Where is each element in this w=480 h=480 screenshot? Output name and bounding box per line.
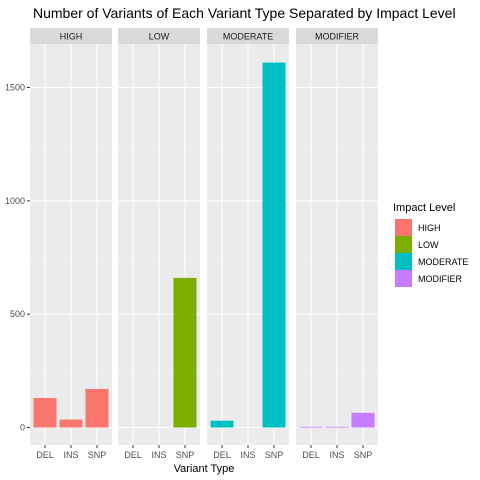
facet-panel-high: HIGH DEL INS SNP bbox=[30, 28, 112, 460]
facet-strip bbox=[118, 28, 200, 44]
legend-swatch bbox=[395, 236, 412, 253]
legend-swatch bbox=[395, 219, 412, 236]
legend-item-high: HIGH bbox=[395, 219, 441, 236]
y-tick-label: 1500 bbox=[5, 83, 25, 93]
chart-title: Number of Variants of Each Variant Type … bbox=[33, 5, 456, 21]
legend-item-low: LOW bbox=[395, 236, 439, 253]
facet-panel-low: LOW DEL INS SNP bbox=[118, 28, 200, 460]
facet-panels: HIGH DEL INS SNP LOW DEL INS SNP MODERATE DEL INS S… bbox=[30, 28, 378, 460]
bar-low-snp bbox=[173, 277, 197, 428]
bar-moderate-del bbox=[210, 420, 234, 428]
x-tick-label: DEL bbox=[302, 450, 320, 460]
bar-moderate-snp bbox=[262, 62, 286, 428]
legend-label: MODIFIER bbox=[418, 274, 462, 284]
facet-strip bbox=[296, 28, 378, 44]
x-tick-label: SNP bbox=[176, 450, 195, 460]
bar-modifier-ins bbox=[325, 426, 349, 428]
facet-panel-modifier: MODIFIER DEL INS SNP bbox=[296, 28, 378, 460]
x-tick-label: INS bbox=[63, 450, 78, 460]
legend-swatch bbox=[395, 253, 412, 270]
y-axis: 0 500 1000 1500 bbox=[5, 83, 30, 433]
x-tick-label: INS bbox=[329, 450, 344, 460]
y-tick-label: 0 bbox=[20, 423, 25, 433]
legend-label: HIGH bbox=[418, 223, 441, 233]
facet-panel-moderate: MODERATE DEL INS SNP bbox=[207, 28, 289, 460]
bar-high-ins bbox=[59, 419, 83, 428]
y-tick-label: 1000 bbox=[5, 196, 25, 206]
facet-strip bbox=[207, 28, 289, 44]
facet-strip-label: LOW bbox=[149, 32, 170, 42]
x-tick-label: DEL bbox=[124, 450, 142, 460]
y-tick-label: 500 bbox=[10, 309, 25, 319]
legend-items: HIGH LOW MODERATE MODIFIER bbox=[395, 219, 468, 287]
legend-label: LOW bbox=[418, 240, 439, 250]
legend-title: Impact Level bbox=[393, 202, 455, 214]
legend-swatch bbox=[395, 270, 412, 287]
facet-strip-label: MODERATE bbox=[223, 32, 273, 42]
legend-item-modifier: MODIFIER bbox=[395, 270, 462, 287]
bar-modifier-del bbox=[299, 426, 323, 428]
x-tick-label: INS bbox=[240, 450, 255, 460]
x-tick-label: SNP bbox=[88, 450, 107, 460]
x-tick-label: SNP bbox=[354, 450, 373, 460]
bar-high-del bbox=[33, 398, 57, 428]
bar-modifier-snp bbox=[351, 412, 375, 428]
legend: Impact Level HIGH LOW MODERATE MODIFIER bbox=[393, 202, 468, 287]
x-tick-label: DEL bbox=[213, 450, 231, 460]
facet-strip bbox=[30, 28, 112, 44]
x-axis-title: Variant Type bbox=[174, 463, 235, 475]
x-tick-label: SNP bbox=[265, 450, 284, 460]
facet-strip-label: MODIFIER bbox=[315, 32, 359, 42]
x-tick-label: INS bbox=[151, 450, 166, 460]
facet-strip-label: HIGH bbox=[60, 32, 83, 42]
x-tick-label: DEL bbox=[36, 450, 54, 460]
legend-item-moderate: MODERATE bbox=[395, 253, 468, 270]
legend-label: MODERATE bbox=[418, 257, 468, 267]
bar-high-snp bbox=[85, 388, 109, 428]
